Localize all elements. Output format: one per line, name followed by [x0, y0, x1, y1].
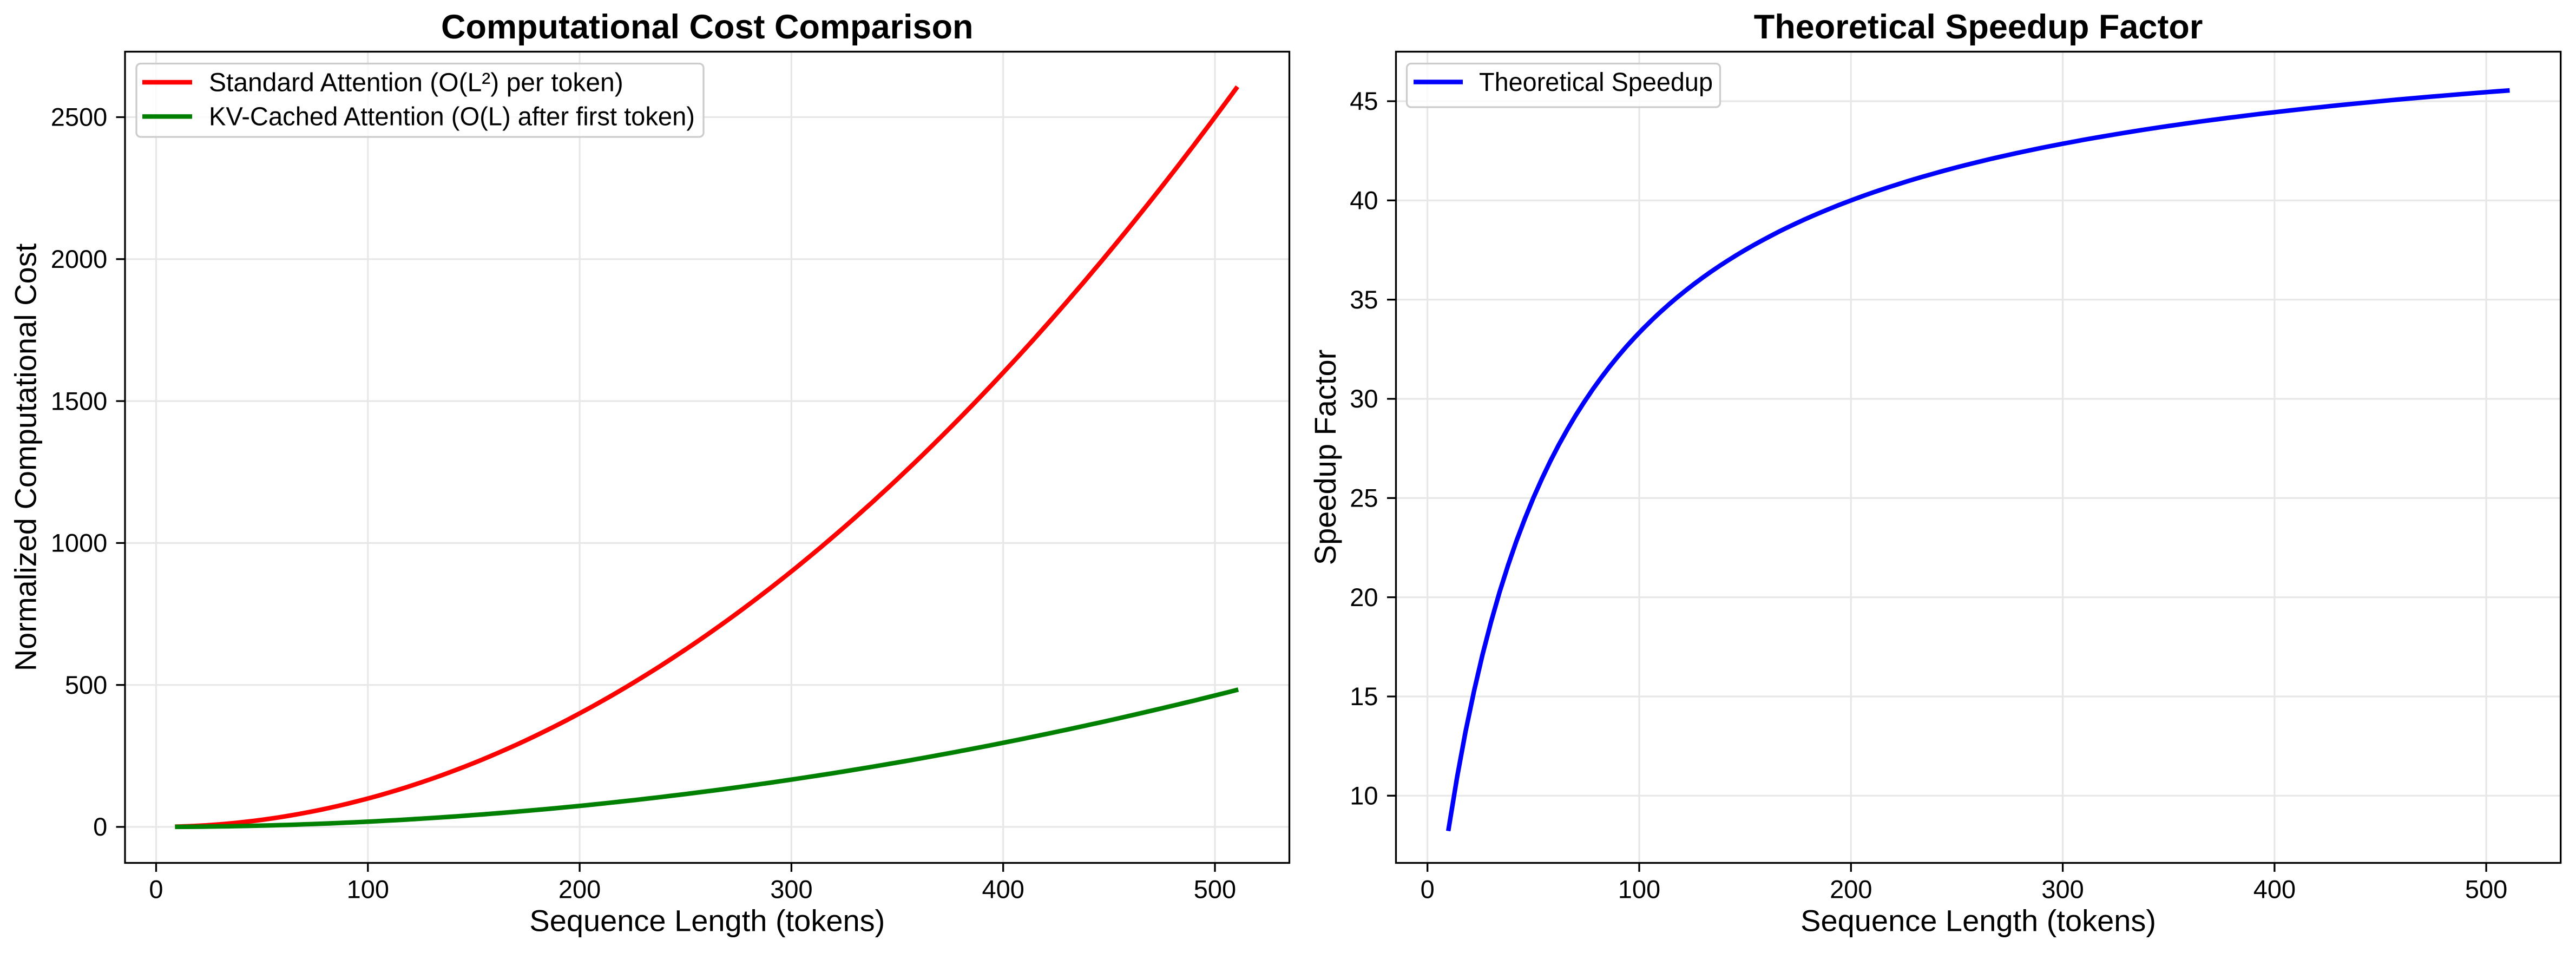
- svg-text:40: 40: [1350, 186, 1378, 215]
- svg-text:Normalized Computational Cost: Normalized Computational Cost: [9, 243, 43, 671]
- svg-text:400: 400: [2253, 875, 2296, 904]
- svg-text:0: 0: [149, 875, 163, 904]
- svg-text:Sequence Length (tokens): Sequence Length (tokens): [529, 904, 885, 938]
- svg-text:400: 400: [982, 875, 1024, 904]
- svg-text:500: 500: [65, 671, 107, 699]
- svg-text:100: 100: [347, 875, 389, 904]
- svg-text:0: 0: [93, 812, 107, 841]
- svg-text:1000: 1000: [51, 529, 108, 557]
- svg-text:200: 200: [558, 875, 601, 904]
- svg-text:35: 35: [1350, 285, 1378, 314]
- svg-text:2000: 2000: [51, 245, 108, 273]
- svg-text:10: 10: [1350, 781, 1378, 810]
- svg-text:25: 25: [1350, 484, 1378, 512]
- svg-text:2500: 2500: [51, 103, 108, 132]
- svg-text:Standard Attention (O(L²) per: Standard Attention (O(L²) per token): [209, 68, 623, 97]
- svg-text:Computational Cost Comparison: Computational Cost Comparison: [441, 8, 974, 46]
- svg-text:0: 0: [1421, 875, 1435, 904]
- svg-text:300: 300: [770, 875, 812, 904]
- svg-text:300: 300: [2041, 875, 2084, 904]
- svg-text:1500: 1500: [51, 386, 108, 415]
- svg-text:15: 15: [1350, 682, 1378, 711]
- svg-text:500: 500: [2465, 875, 2507, 904]
- svg-text:200: 200: [1830, 875, 1872, 904]
- svg-text:Speedup Factor: Speedup Factor: [1308, 350, 1342, 565]
- svg-text:45: 45: [1350, 87, 1378, 115]
- svg-text:Theoretical Speedup Factor: Theoretical Speedup Factor: [1754, 8, 2203, 46]
- svg-text:20: 20: [1350, 583, 1378, 612]
- svg-text:30: 30: [1350, 384, 1378, 413]
- svg-text:500: 500: [1194, 875, 1236, 904]
- svg-text:100: 100: [1618, 875, 1660, 904]
- svg-text:KV-Cached Attention (O(L) afte: KV-Cached Attention (O(L) after first to…: [209, 103, 695, 132]
- svg-text:Theoretical Speedup: Theoretical Speedup: [1479, 68, 1713, 97]
- svg-text:Sequence Length (tokens): Sequence Length (tokens): [1800, 904, 2156, 938]
